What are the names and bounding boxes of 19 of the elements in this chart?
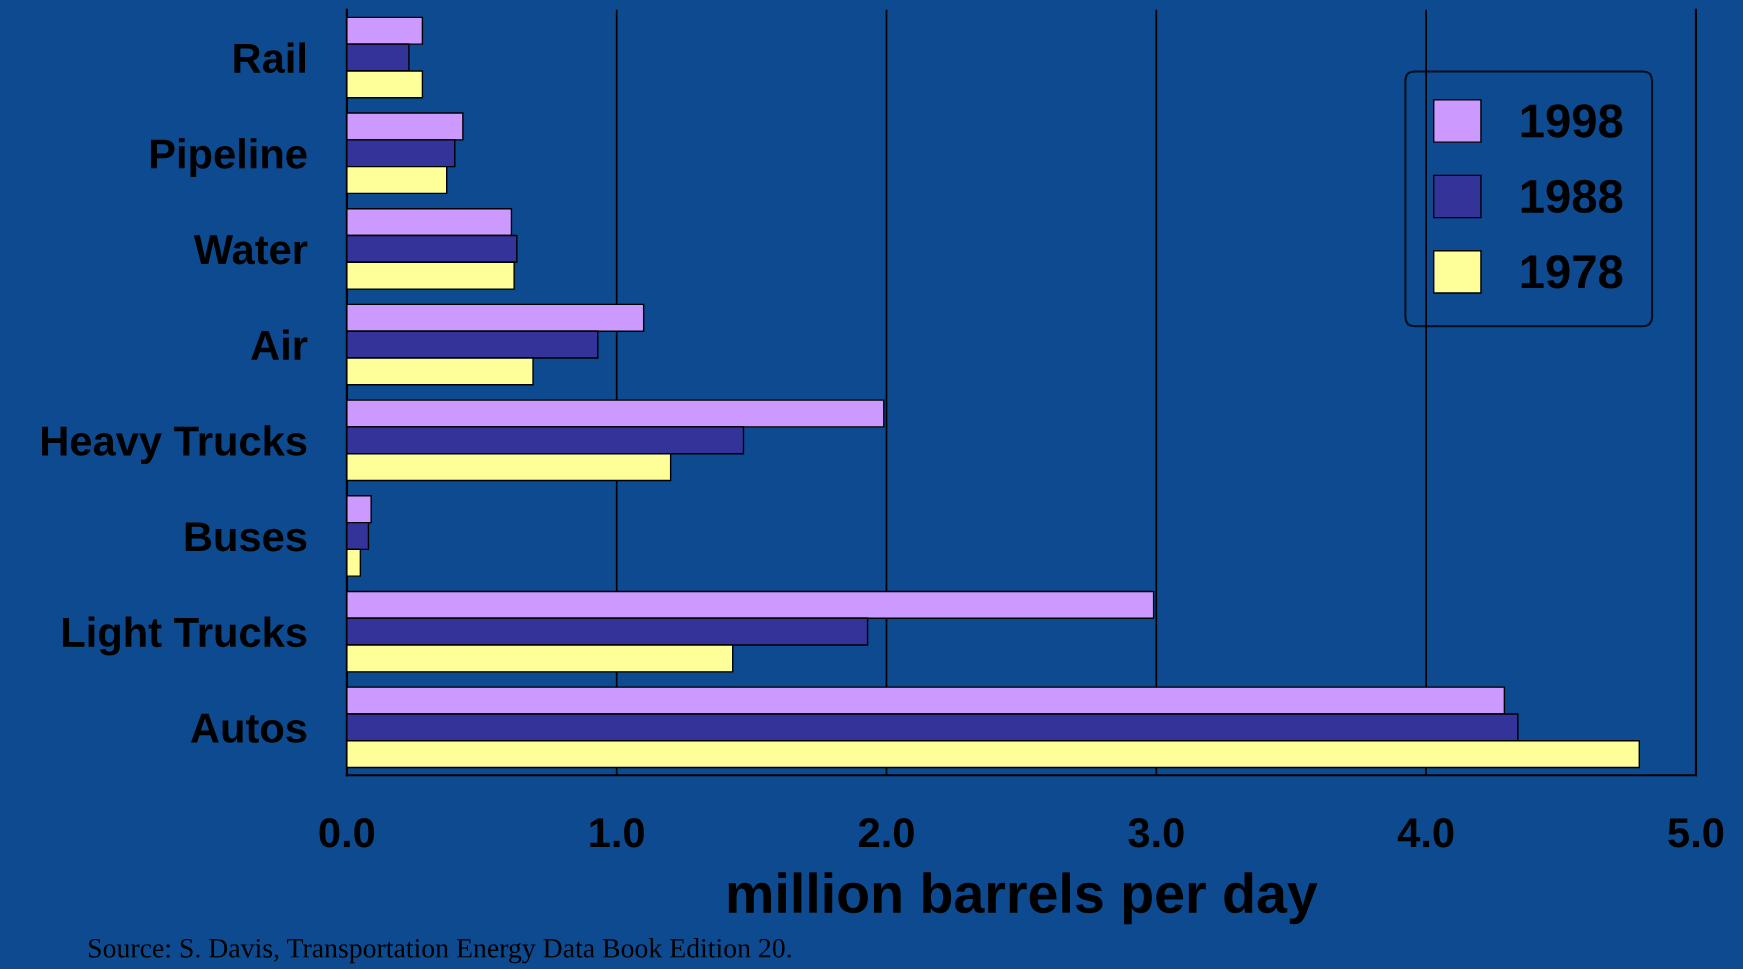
y-tick-label: Pipeline	[151, 138, 307, 177]
x-tick-label: 1.0	[590, 817, 644, 848]
y-tick-label: Air	[251, 329, 308, 360]
y-tick-label: Water	[193, 235, 308, 265]
y-tick-label: Buses	[185, 522, 307, 552]
y-tick-label: Light Trucks	[63, 616, 307, 656]
legend-label: 1978	[1521, 255, 1623, 289]
x-tick-label: 5.0	[1668, 817, 1724, 848]
x-tick-label: 3.0	[1128, 817, 1184, 848]
source-note: Source: S. Davis, Transportation Energy Data Book Edition 20.	[89, 938, 791, 964]
x-axis-title: million barrels per day	[728, 872, 1318, 925]
y-tick-label: Heavy Trucks	[42, 425, 307, 465]
legend-label: 1998	[1521, 104, 1623, 138]
y-tick-label: Autos	[190, 713, 307, 743]
legend-label: 1988	[1521, 179, 1623, 214]
x-tick-label: 4.0	[1397, 817, 1454, 848]
x-tick-label: 2.0	[858, 817, 914, 848]
y-tick-label: Rail	[234, 42, 306, 74]
x-tick-label: 0.0	[319, 817, 375, 848]
